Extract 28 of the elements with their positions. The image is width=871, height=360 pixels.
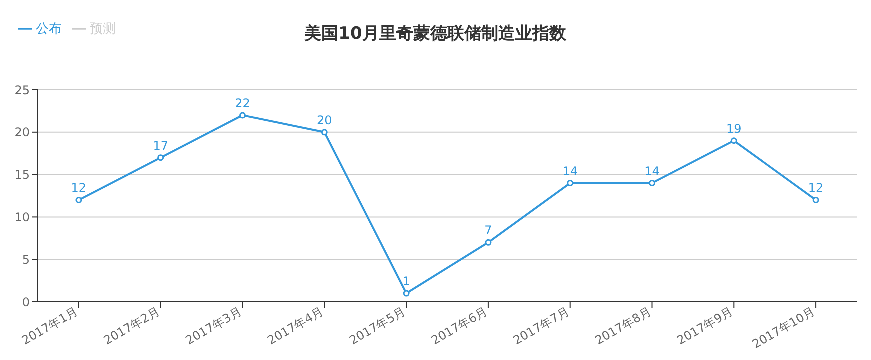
point [158,154,164,162]
y-tick-label: 15 [14,168,30,182]
y-tick-label: 20 [14,126,30,140]
point [321,129,328,136]
point [240,112,246,119]
data-label: 19 [726,122,742,136]
point [76,196,82,204]
point [485,239,492,246]
data-label: 14 [644,164,660,178]
y-tick-label: 10 [14,210,30,224]
data-label: 7 [484,224,492,238]
data-label: 1 [402,274,410,289]
point [649,180,656,187]
y-tick-label: 0 [22,295,30,310]
point [567,180,574,187]
point [812,196,820,204]
chart-title: 美国10月里奇蒙德联储制造业指数 [304,24,566,44]
data-label: 14 [562,164,578,178]
data-label: 20 [317,113,332,128]
data-label: 17 [153,138,168,153]
point [403,290,410,297]
data-label: 12 [71,181,87,196]
legend-label: 公布 [36,22,62,37]
data-label: 12 [808,181,824,196]
point [730,138,738,144]
y-tick-label: 25 [14,83,30,98]
y-tick-label: 5 [22,252,30,267]
data-label: 22 [235,96,250,110]
